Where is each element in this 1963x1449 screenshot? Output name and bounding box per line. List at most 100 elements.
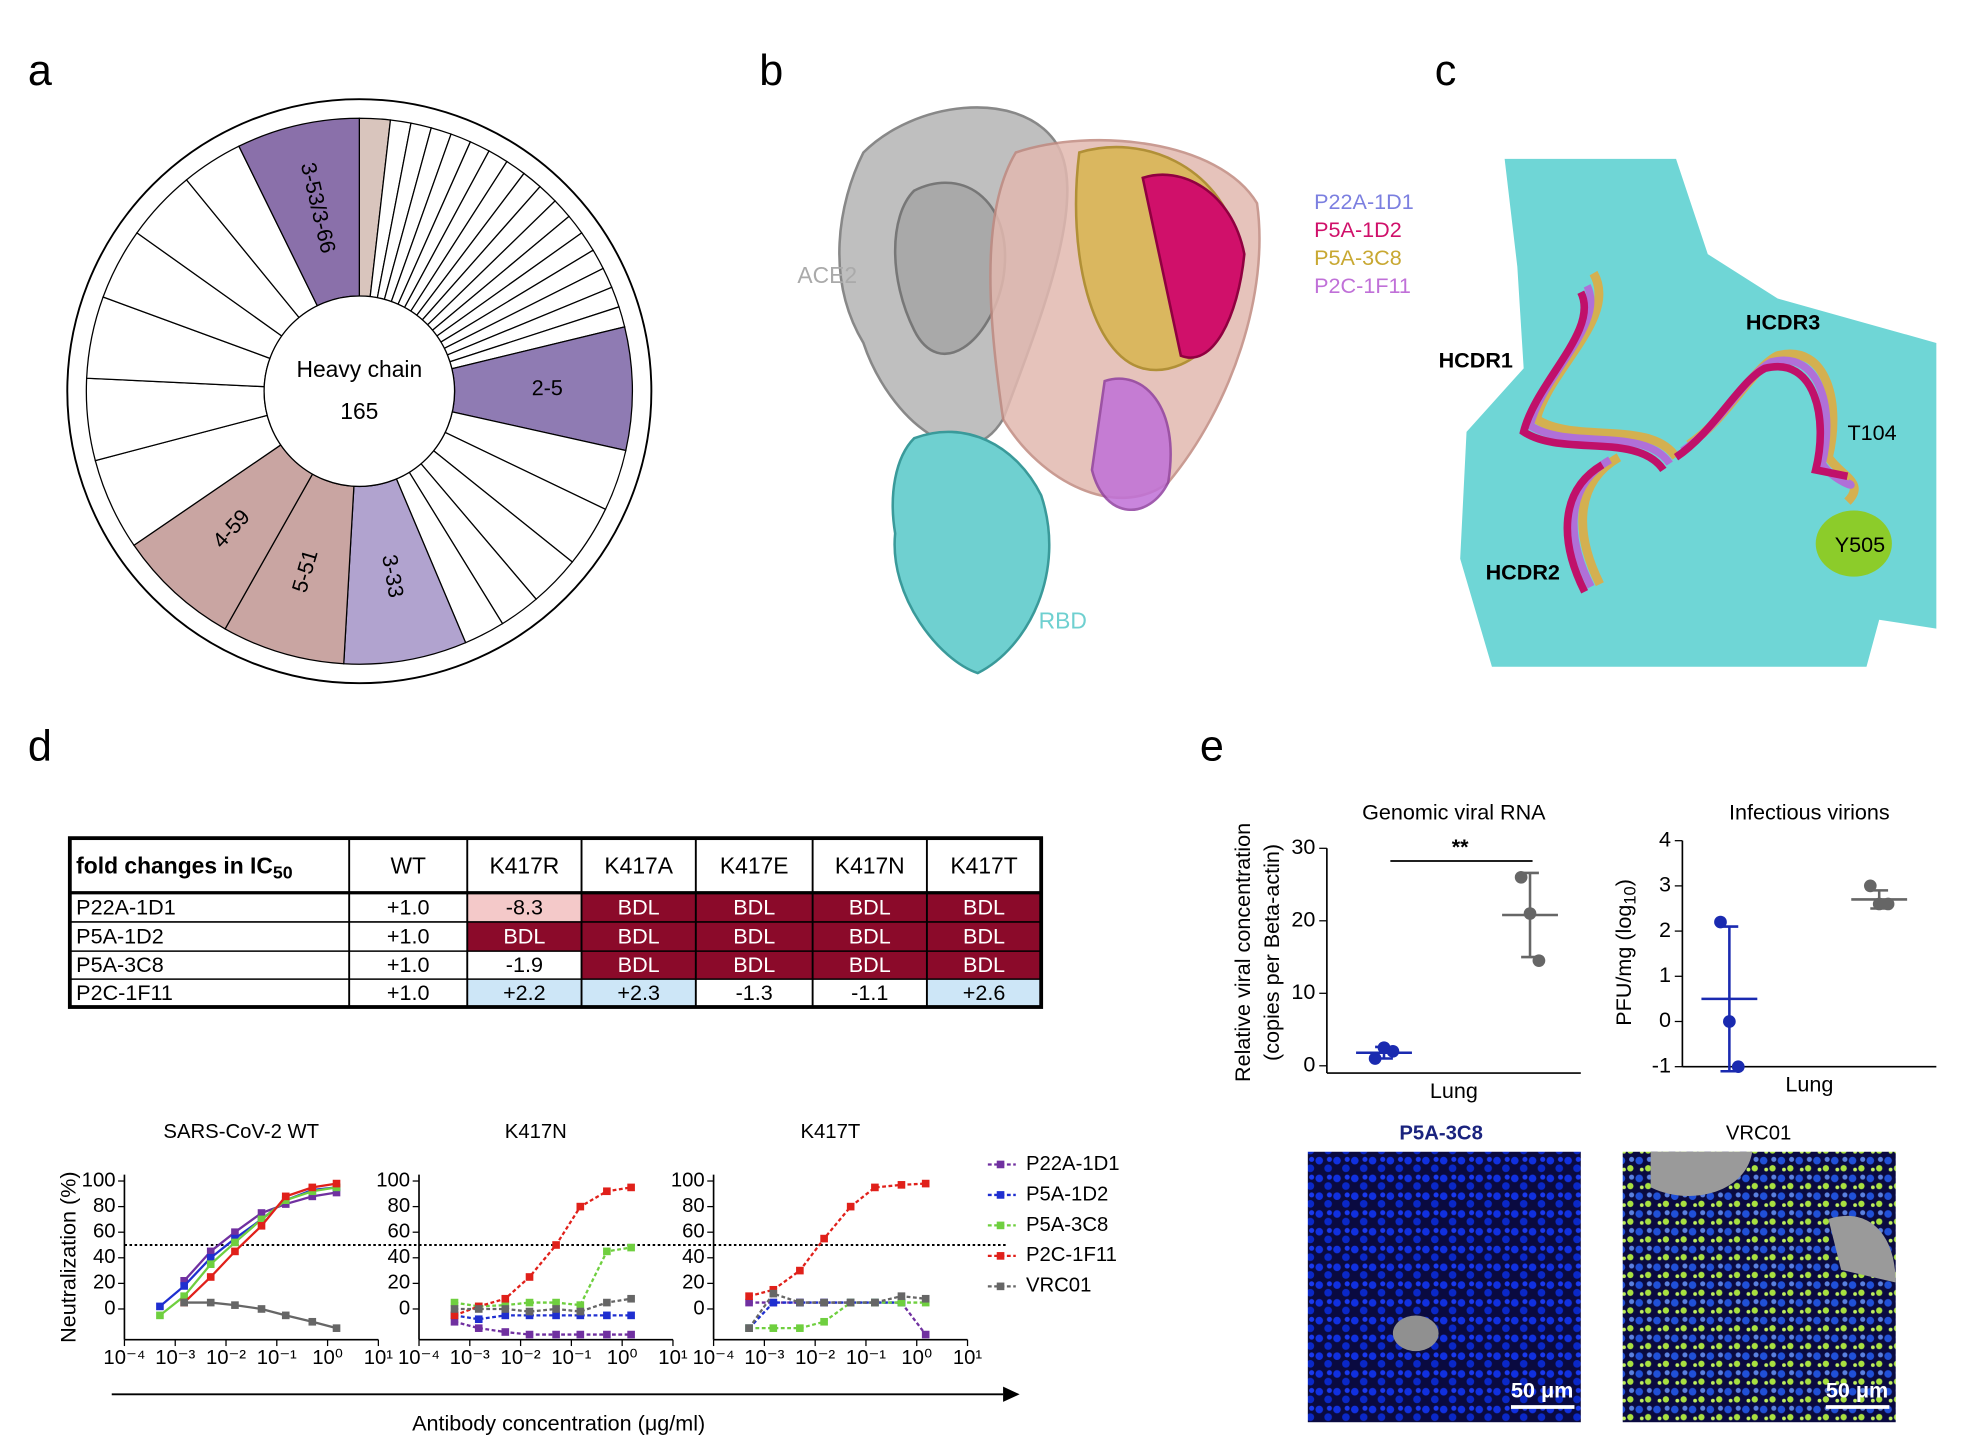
- data-point: [1863, 879, 1877, 893]
- y-axis-label: Neutralization (%): [56, 1171, 81, 1343]
- data-point: [206, 1247, 215, 1256]
- table-cell: +1.0: [387, 924, 430, 949]
- data-point: [231, 1228, 239, 1237]
- x-tick-label: 10⁰: [901, 1347, 932, 1369]
- table-cell-fill: [467, 979, 582, 1008]
- table-cell-fill: [812, 892, 927, 922]
- data-point: [627, 1243, 635, 1252]
- x-category: Lung: [1430, 1078, 1478, 1103]
- y-tick-label: 4: [1659, 826, 1671, 851]
- data-point: [180, 1298, 188, 1307]
- plot-title: K417N: [505, 1121, 567, 1143]
- pie-outer-ring: [66, 98, 653, 685]
- legend-entry: P5A-3C8: [1314, 245, 1402, 270]
- fit-line: [454, 1320, 632, 1336]
- y-tick-label: 2: [1659, 917, 1671, 942]
- data-point: [552, 1298, 560, 1307]
- center-label: Heavy chain: [296, 356, 422, 382]
- table-cell: BDL: [849, 952, 891, 977]
- data-point: [206, 1260, 215, 1268]
- data-point: [308, 1317, 317, 1326]
- data-point: [281, 1196, 290, 1205]
- table-title: fold changes in IC50: [76, 852, 293, 882]
- table-cell-fill: [467, 892, 582, 922]
- x-tick-label: 10⁻¹: [257, 1347, 297, 1369]
- legend-marker: [996, 1252, 1005, 1260]
- table-row-name: P5A-3C8: [76, 952, 164, 977]
- y-tick-label: 40: [93, 1246, 116, 1268]
- table-cell-fill: [695, 921, 813, 952]
- data-point: [820, 1298, 828, 1307]
- data-point: [501, 1294, 510, 1303]
- data-point: [576, 1301, 585, 1309]
- data-point: [281, 1200, 290, 1208]
- fit-line: [159, 1186, 337, 1317]
- table-cell: -1.9: [506, 952, 543, 977]
- legend-marker: [996, 1160, 1005, 1169]
- data-point: [332, 1179, 341, 1188]
- table-cell: BDL: [733, 894, 775, 919]
- table-cell-fill: [581, 979, 696, 1008]
- panel-letter: e: [1200, 723, 1224, 771]
- data-point: [745, 1324, 753, 1332]
- x-tick-label: 10⁻²: [795, 1347, 835, 1369]
- y-tick-label: 20: [93, 1272, 116, 1294]
- x-tick-label: 10⁻⁴: [398, 1347, 440, 1369]
- table-row-name: P2C-1F11: [76, 980, 173, 1005]
- table-cell: +2.3: [617, 980, 660, 1005]
- data-point: [627, 1183, 635, 1192]
- data-point: [180, 1277, 188, 1285]
- table-cell-fill: [926, 892, 1042, 922]
- table-title-sub: 50: [273, 862, 293, 882]
- legend-entry: P5A-1D2: [1026, 1183, 1108, 1205]
- data-point: [552, 1330, 560, 1339]
- data-point: [627, 1330, 635, 1339]
- panel-letter: a: [28, 47, 52, 95]
- y-axis-label-end: ): [1611, 879, 1636, 886]
- data-point: [257, 1209, 266, 1217]
- table-header: K417N: [835, 852, 905, 878]
- table-cell-fill: [581, 892, 696, 922]
- y-tick-label: 20: [388, 1272, 411, 1294]
- fit-line: [748, 1292, 926, 1329]
- legend-entry: P5A-3C8: [1026, 1214, 1108, 1236]
- data-point: [603, 1187, 611, 1196]
- y-tick-label: 40: [388, 1246, 411, 1268]
- x-category: Lung: [1785, 1071, 1833, 1096]
- data-point: [1881, 897, 1895, 911]
- data-point: [156, 1302, 164, 1311]
- data-point: [1723, 1015, 1736, 1028]
- data-point: [1523, 907, 1537, 920]
- data-point: [627, 1311, 635, 1320]
- data-point: [1731, 1060, 1745, 1074]
- data-point: [576, 1330, 585, 1339]
- x-axis-label: Antibody concentration (μg/ml): [412, 1410, 705, 1435]
- structure-label: HCDR3: [1746, 310, 1820, 335]
- x-tick-label: 10⁻³: [450, 1347, 490, 1369]
- data-point: [820, 1234, 828, 1243]
- table-cell: +1.0: [387, 952, 430, 977]
- fit-line: [454, 1297, 632, 1313]
- data-point: [552, 1241, 560, 1249]
- data-point: [257, 1221, 266, 1230]
- data-point: [257, 1215, 266, 1224]
- table-cell-fill: [581, 921, 696, 952]
- data-point: [474, 1305, 483, 1313]
- panel-letter: d: [28, 723, 52, 771]
- x-tick-label: 10⁻¹: [846, 1347, 886, 1369]
- table-cell: +1.0: [387, 894, 430, 919]
- data-point: [769, 1285, 778, 1294]
- micrograph-detail: [1392, 1315, 1439, 1352]
- data-point: [281, 1311, 290, 1320]
- structure-label: RBD: [1039, 607, 1087, 633]
- legend-entry: P22A-1D1: [1026, 1153, 1120, 1175]
- data-point: [308, 1192, 317, 1201]
- x-tick-label: 10¹: [658, 1347, 688, 1369]
- x-tick-label: 10¹: [953, 1347, 983, 1369]
- y-tick-label: 80: [93, 1195, 116, 1217]
- x-tick-label: 10⁻³: [744, 1347, 784, 1369]
- data-point: [231, 1234, 239, 1243]
- structure-label: Y505: [1835, 532, 1885, 557]
